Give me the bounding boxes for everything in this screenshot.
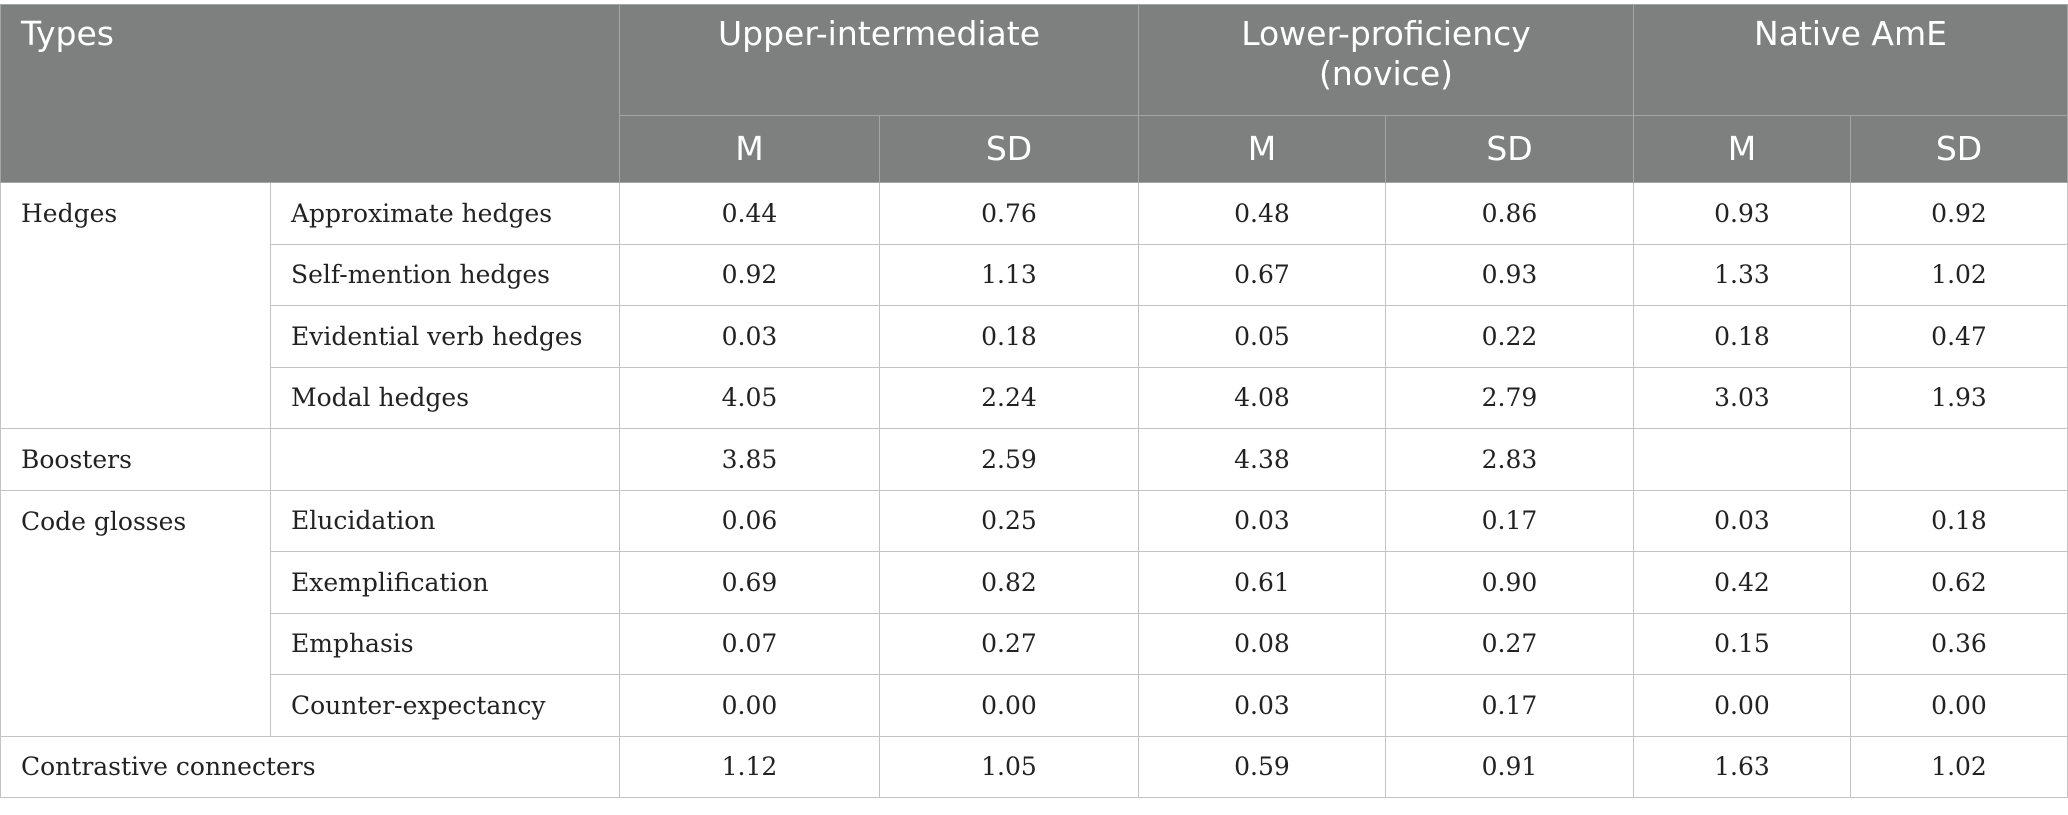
value-cell: 0.47	[1849, 305, 2068, 368]
value-cell: 1.02	[1849, 243, 2068, 306]
header-stat-sd: SD	[1849, 115, 2068, 183]
value-cell: 0.61	[1138, 551, 1386, 614]
category-boosters: Boosters	[0, 428, 271, 491]
header-types: Types	[0, 4, 620, 183]
value-cell: 0.27	[879, 612, 1139, 675]
value-cell: 0.93	[1633, 182, 1851, 245]
value-cell: 1.05	[879, 735, 1139, 798]
value-cell: 0.03	[1138, 489, 1386, 552]
value-cell	[1633, 428, 1851, 491]
value-cell: 0.18	[1849, 489, 2068, 552]
value-cell: 0.18	[879, 305, 1139, 368]
table-row: Emphasis 0.07 0.27 0.08 0.27 0.15 0.36	[1, 612, 2068, 675]
value-cell: 1.93	[1849, 366, 2068, 429]
value-cell: 1.02	[1849, 735, 2068, 798]
value-cell: 2.83	[1385, 428, 1634, 491]
value-cell: 1.63	[1633, 735, 1851, 798]
value-cell: 0.67	[1138, 243, 1386, 306]
subtype-cell: Modal hedges	[270, 366, 620, 429]
value-cell: 0.48	[1138, 182, 1386, 245]
value-cell: 0.15	[1633, 612, 1851, 675]
table-row: Hedges Approximate hedges 0.44 0.76 0.48…	[0, 182, 2068, 429]
value-cell: 2.24	[879, 366, 1139, 429]
header-stat-m: M	[1633, 115, 1851, 183]
table-row: Evidential verb hedges 0.03 0.18 0.05 0.…	[1, 305, 2068, 368]
value-cell: 1.13	[879, 243, 1139, 306]
header-group-upper-intermediate: Upper-intermediate	[619, 4, 1139, 116]
value-cell: 0.03	[1633, 489, 1851, 552]
value-cell: 0.82	[879, 551, 1139, 614]
value-cell: 0.42	[1633, 551, 1851, 614]
value-cell: 0.00	[879, 674, 1139, 737]
value-cell: 0.17	[1385, 489, 1634, 552]
value-cell: 0.03	[619, 305, 880, 368]
header-stat-m: M	[619, 115, 880, 183]
value-cell: 0.62	[1849, 551, 2068, 614]
stats-table: Types Upper-intermediate Lower-proficien…	[0, 4, 2068, 798]
value-cell: 0.07	[619, 612, 880, 675]
subtype-cell: Emphasis	[270, 612, 620, 675]
value-cell: 0.03	[1138, 674, 1386, 737]
value-cell: 0.00	[1633, 674, 1851, 737]
value-cell: 0.92	[1849, 182, 2068, 245]
header-stat-sd: SD	[879, 115, 1139, 183]
value-cell: 3.03	[1633, 366, 1851, 429]
value-cell: 0.18	[1633, 305, 1851, 368]
value-cell: 0.92	[619, 243, 880, 306]
value-cell: 0.90	[1385, 551, 1634, 614]
subtype-cell: Approximate hedges	[270, 182, 620, 245]
header-group-native-ame: Native AmE	[1632, 4, 2068, 116]
header-stat-sd: SD	[1385, 115, 1634, 183]
subtype-cell: Self-mention hedges	[270, 243, 620, 306]
value-cell: 0.06	[619, 489, 880, 552]
category-contrastive-connecters: Contrastive connecters	[0, 735, 620, 798]
value-cell: 4.05	[619, 366, 880, 429]
value-cell: 0.08	[1138, 612, 1386, 675]
value-cell	[1849, 428, 2068, 491]
value-cell: 0.22	[1385, 305, 1634, 368]
value-cell: 0.17	[1385, 674, 1634, 737]
value-cell: 0.44	[619, 182, 880, 245]
value-cell: 0.86	[1385, 182, 1634, 245]
value-cell: 4.38	[1138, 428, 1386, 491]
value-cell: 0.59	[1138, 735, 1386, 798]
header-group-lower-proficiency: Lower-proficiency (novice)	[1138, 4, 1634, 116]
table-row: Exemplification 0.69 0.82 0.61 0.90 0.42…	[1, 551, 2068, 614]
value-cell: 0.76	[879, 182, 1139, 245]
value-cell: 0.69	[619, 551, 880, 614]
table-row: Contrastive connecters 1.12 1.05 0.59 0.…	[0, 735, 2068, 798]
value-cell: 0.05	[1138, 305, 1386, 368]
header-stat-m: M	[1138, 115, 1386, 183]
value-cell: 2.79	[1385, 366, 1634, 429]
value-cell: 0.93	[1385, 243, 1634, 306]
value-cell: 0.25	[879, 489, 1139, 552]
value-cell: 0.36	[1849, 612, 2068, 675]
table-header: Types Upper-intermediate Lower-proficien…	[0, 4, 2068, 183]
value-cell: 0.00	[619, 674, 880, 737]
value-cell: 1.33	[1633, 243, 1851, 306]
category-hedges: Hedges	[0, 182, 271, 429]
table-row: Boosters 3.85 2.59 4.38 2.83	[0, 428, 2068, 491]
subtype-cell: Exemplification	[270, 551, 620, 614]
table-body: Hedges Approximate hedges 0.44 0.76 0.48…	[0, 182, 2068, 798]
value-cell: 4.08	[1138, 366, 1386, 429]
value-cell: 1.12	[619, 735, 880, 798]
table-row: Self-mention hedges 0.92 1.13 0.67 0.93 …	[1, 243, 2068, 306]
subtype-cell: Elucidation	[270, 489, 620, 552]
value-cell: 0.00	[1849, 674, 2068, 737]
value-cell: 0.27	[1385, 612, 1634, 675]
table-row: Counter-expectancy 0.00 0.00 0.03 0.17 0…	[1, 674, 2068, 737]
subtype-cell: Counter-expectancy	[270, 674, 620, 737]
category-code-glosses: Code glosses	[0, 489, 271, 737]
subtype-cell: Evidential verb hedges	[270, 305, 620, 368]
subtype-cell	[270, 428, 620, 491]
value-cell: 3.85	[619, 428, 880, 491]
table-row: Modal hedges 4.05 2.24 4.08 2.79 3.03 1.…	[1, 366, 2068, 429]
value-cell: 2.59	[879, 428, 1139, 491]
table-row: Code glosses Elucidation 0.06 0.25 0.03 …	[0, 489, 2068, 737]
value-cell: 0.91	[1385, 735, 1634, 798]
